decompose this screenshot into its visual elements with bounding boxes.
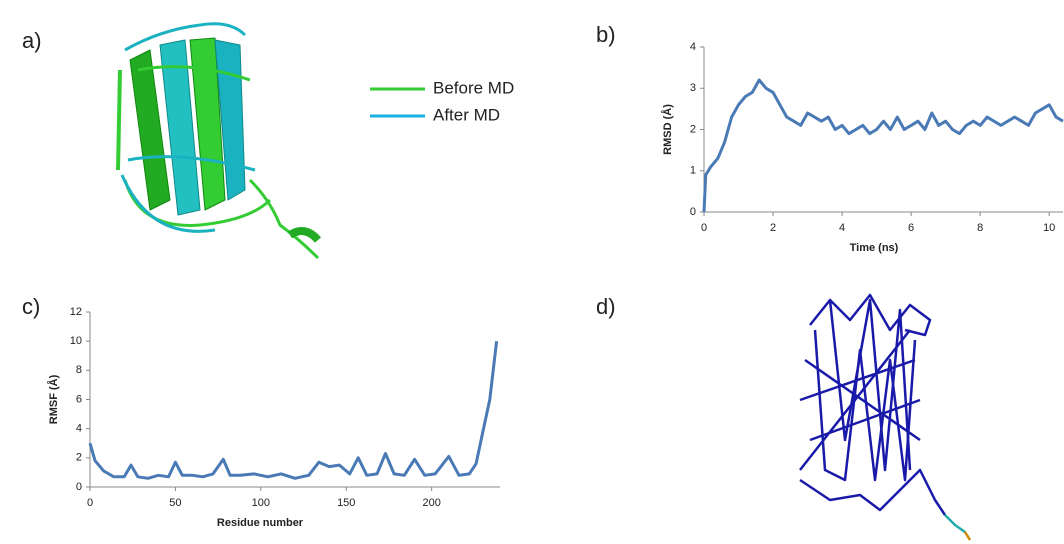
y-tick-label: 12 — [70, 306, 82, 318]
x-tick-label: 100 — [252, 497, 270, 509]
legend-label: After MD — [433, 105, 500, 124]
page: {"panel_labels": ["a)", "b)", "c)", "d)"… — [0, 0, 1064, 544]
y-axis-title: RMSD (Å) — [661, 104, 674, 155]
y-tick-label: 2 — [76, 452, 82, 464]
panel-label: b) — [596, 22, 616, 47]
protein-cartoon-a — [118, 24, 318, 258]
data-line — [90, 341, 497, 478]
x-tick-label: 8 — [977, 222, 983, 234]
figure: a)b)c)d)Before MDAfter MD012340246810Tim… — [0, 0, 1064, 544]
x-tick-label: 50 — [169, 497, 181, 509]
panel-label: d) — [596, 294, 616, 319]
x-tick-label: 200 — [422, 497, 440, 509]
y-tick-label: 0 — [76, 481, 82, 493]
x-axis-title: Time (ns) — [850, 242, 899, 254]
y-tick-label: 0 — [690, 206, 696, 218]
y-tick-label: 3 — [690, 82, 696, 94]
y-tick-label: 10 — [70, 335, 82, 347]
y-tick-label: 6 — [76, 393, 82, 405]
data-line — [704, 80, 1063, 212]
x-tick-label: 0 — [701, 222, 707, 234]
x-tick-label: 150 — [337, 497, 355, 509]
x-tick-label: 10 — [1043, 222, 1055, 234]
y-axis-title: RMSF (Å) — [47, 374, 60, 424]
y-tick-label: 1 — [690, 165, 696, 177]
panel-label: a) — [22, 28, 42, 53]
y-tick-label: 8 — [76, 364, 82, 376]
y-tick-label: 4 — [76, 423, 82, 435]
protein-trace-d — [800, 295, 970, 540]
legend-label: Before MD — [433, 78, 514, 97]
x-tick-label: 6 — [908, 222, 914, 234]
y-tick-label: 4 — [690, 41, 696, 53]
x-tick-label: 2 — [770, 222, 776, 234]
x-tick-label: 0 — [87, 497, 93, 509]
y-tick-label: 2 — [690, 123, 696, 135]
x-tick-label: 4 — [839, 222, 845, 234]
panel-label: c) — [22, 294, 40, 319]
x-axis-title: Residue number — [217, 517, 304, 529]
